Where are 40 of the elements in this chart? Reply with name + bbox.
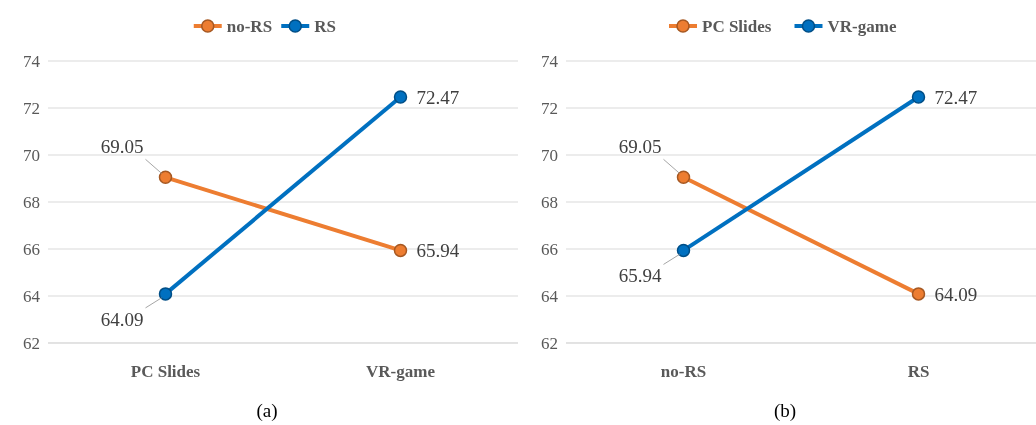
point [676, 170, 691, 185]
data-label: 69.05 [618, 136, 662, 158]
data-label: 65.94 [618, 265, 662, 287]
x-tick-label: no-RS [660, 362, 707, 381]
y-tick-label: 72 [23, 99, 40, 118]
data-label: 72.47 [934, 86, 978, 108]
y-tick-label: 66 [23, 240, 40, 259]
point [911, 90, 926, 104]
y-tick-label: 70 [23, 146, 40, 165]
text: (a) [256, 400, 278, 422]
y-tick-label: 64 [23, 287, 41, 306]
point [676, 243, 691, 258]
y-tick-label: 62 [23, 334, 40, 353]
data-label: 64.09 [100, 308, 144, 330]
x-tick-label: RS [907, 362, 930, 381]
data-label: 72.47 [416, 86, 460, 108]
data-label: 65.94 [416, 240, 460, 262]
x-tick-label: VR-game [366, 362, 436, 381]
legend-label: VR-game [827, 17, 897, 36]
legend-label: PC Slides [702, 17, 772, 36]
legend-label: no-RS [226, 17, 273, 36]
legend-label: RS [314, 17, 336, 36]
point [393, 243, 408, 258]
y-tick-label: 70 [541, 146, 558, 165]
point [158, 287, 173, 301]
x-tick-label: PC Slides [130, 362, 201, 381]
point [393, 90, 408, 104]
y-tick-label: 74 [541, 52, 559, 71]
data-label: 64.09 [934, 283, 978, 305]
y-tick-label: 74 [23, 52, 41, 71]
data-label: 69.05 [100, 136, 144, 158]
point [158, 170, 173, 185]
y-tick-label: 68 [541, 193, 558, 212]
y-tick-label: 64 [541, 287, 559, 306]
y-tick-label: 66 [541, 240, 558, 259]
text: (b) [773, 400, 797, 422]
point [911, 287, 926, 301]
y-tick-label: 68 [23, 193, 40, 212]
y-tick-label: 62 [541, 334, 558, 353]
y-tick-label: 72 [541, 99, 558, 118]
